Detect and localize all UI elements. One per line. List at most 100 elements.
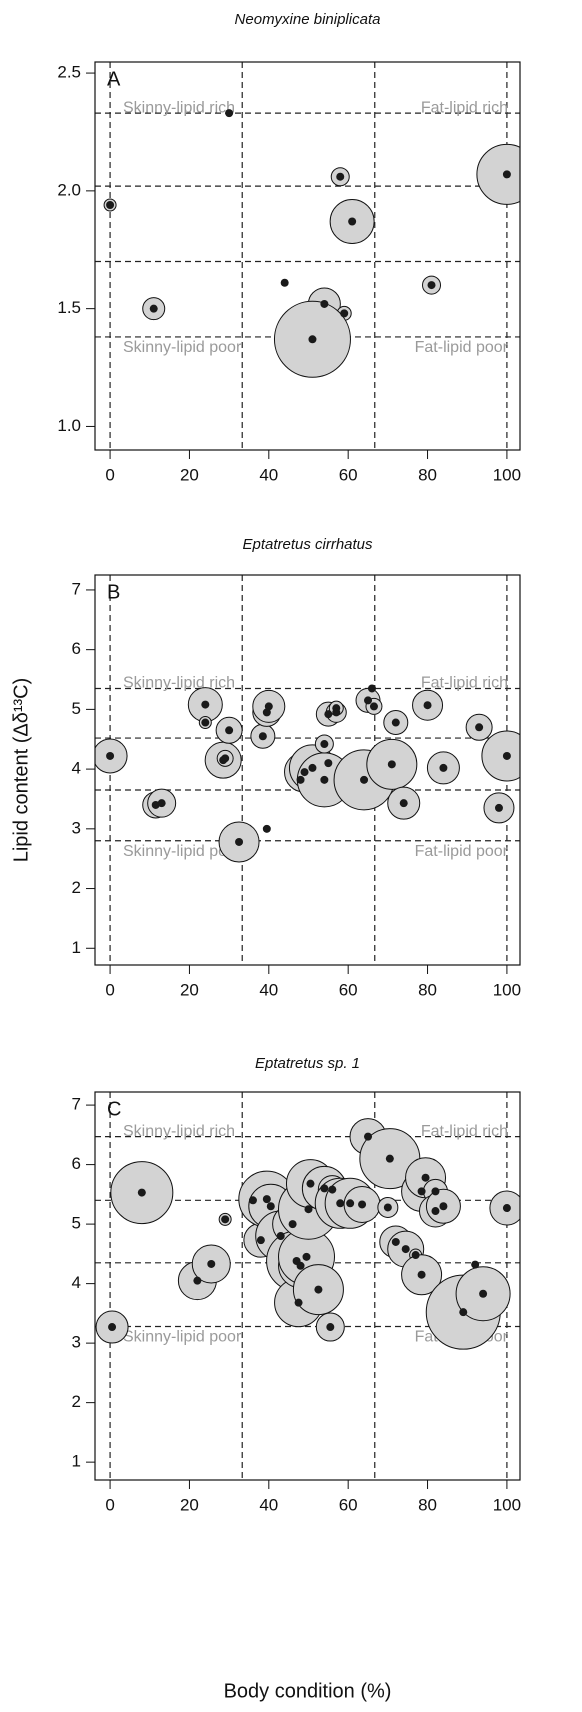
- point: [235, 837, 244, 846]
- point: [399, 799, 408, 808]
- point: [294, 1298, 303, 1307]
- x-axis-label: Body condition (%): [224, 1680, 392, 1702]
- x-tick-label: 60: [339, 1495, 358, 1514]
- point: [475, 723, 484, 732]
- point: [320, 740, 329, 749]
- plot-area: Skinny-lipid rich Fat-lipid rich Skinny-li…: [95, 575, 520, 965]
- point: [314, 1285, 323, 1294]
- point: [280, 278, 289, 287]
- point: [328, 1185, 337, 1194]
- point: [431, 1207, 440, 1216]
- y-tick-label: 3: [72, 818, 81, 837]
- plot-frame: [94, 61, 521, 451]
- y-tick-label: 4: [72, 1273, 81, 1292]
- y-tick-label: 1.0: [57, 416, 81, 435]
- y-tick-label: 5: [72, 699, 81, 718]
- point: [207, 1259, 216, 1268]
- x-tick-label: 100: [493, 1495, 521, 1514]
- point: [348, 217, 357, 226]
- point: [423, 701, 432, 710]
- y-tick-label: 6: [72, 639, 81, 658]
- point: [417, 1187, 426, 1196]
- point: [324, 710, 333, 719]
- x-tick-label: 60: [339, 980, 358, 999]
- point: [201, 718, 210, 727]
- point: [502, 751, 511, 760]
- point: [340, 309, 349, 318]
- quadrant-label: Skinny-lipid rich: [123, 1123, 235, 1140]
- point: [391, 718, 400, 727]
- point: [256, 1236, 265, 1245]
- quadrant-label: Skinny-lipid rich: [123, 99, 235, 116]
- point: [387, 760, 396, 769]
- point: [336, 172, 345, 181]
- point: [137, 1188, 146, 1197]
- point: [264, 702, 273, 711]
- point: [300, 768, 309, 777]
- quadrant-label: Skinny-lipid poor: [123, 843, 242, 860]
- point: [288, 1220, 297, 1229]
- point: [502, 1204, 511, 1213]
- panel-title: Neomyxine biniplicata: [235, 11, 381, 28]
- point: [108, 1323, 117, 1332]
- point: [320, 299, 329, 308]
- point: [296, 1261, 305, 1270]
- point: [193, 1276, 202, 1285]
- point: [221, 1215, 230, 1224]
- point: [308, 335, 317, 344]
- point: [276, 1232, 285, 1241]
- point: [106, 200, 115, 209]
- point: [401, 1245, 410, 1254]
- bubble: [476, 143, 520, 205]
- point: [427, 281, 436, 290]
- point: [459, 1308, 468, 1317]
- point: [360, 775, 369, 784]
- point: [439, 763, 448, 772]
- y-tick-label: 2: [72, 1392, 81, 1411]
- point: [221, 754, 230, 763]
- point: [367, 684, 376, 693]
- point: [157, 799, 166, 808]
- x-tick-label: 40: [259, 1495, 278, 1514]
- point: [324, 759, 333, 768]
- point: [364, 696, 373, 705]
- point: [502, 170, 511, 179]
- panel-label: A: [107, 68, 121, 90]
- y-tick-label: 4: [72, 759, 81, 778]
- point: [346, 1199, 355, 1208]
- quadrant-label: Fat-lipid rich: [421, 1123, 508, 1140]
- point: [262, 1195, 271, 1204]
- bubble: [481, 730, 520, 782]
- y-tick-label: 2.5: [57, 63, 81, 82]
- point: [358, 1200, 367, 1209]
- point: [320, 775, 329, 784]
- point: [383, 1203, 392, 1212]
- point: [364, 1132, 373, 1141]
- plot-area: Skinny-lipid rich Fat-lipid rich Skinny-li…: [95, 1092, 520, 1480]
- point: [296, 775, 305, 784]
- point: [225, 109, 234, 118]
- point: [417, 1270, 426, 1279]
- point: [262, 824, 271, 833]
- point: [308, 763, 317, 772]
- panel-label: B: [107, 581, 120, 603]
- point: [494, 803, 503, 812]
- y-tick-label: 5: [72, 1214, 81, 1233]
- point: [266, 1202, 275, 1211]
- x-tick-label: 20: [180, 465, 199, 484]
- point: [306, 1179, 315, 1188]
- y-tick-label: 7: [72, 579, 81, 598]
- quadrant-label: Fat-lipid rich: [421, 99, 508, 116]
- x-tick-label: 80: [418, 980, 437, 999]
- y-tick-label: 1.5: [57, 298, 81, 317]
- y-tick-label: 6: [72, 1154, 81, 1173]
- point: [385, 1154, 394, 1163]
- plot-frame: [94, 1091, 521, 1481]
- point: [304, 1205, 313, 1214]
- x-tick-label: 80: [418, 1495, 437, 1514]
- quadrant-label: Fat-lipid poor: [415, 843, 509, 860]
- point: [332, 704, 341, 713]
- point: [369, 702, 378, 711]
- x-tick-label: 0: [105, 465, 114, 484]
